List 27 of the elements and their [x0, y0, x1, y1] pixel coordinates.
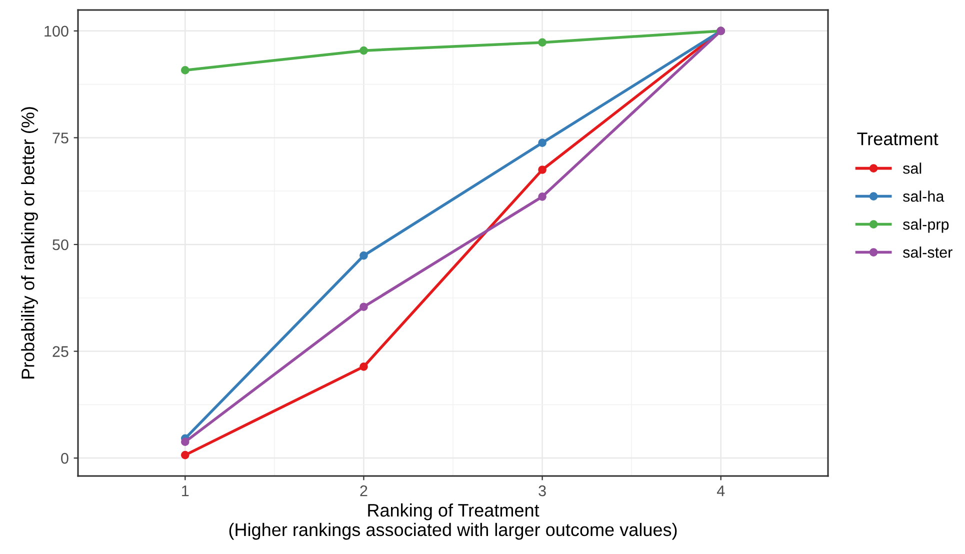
y-tick-label: 0	[61, 452, 68, 464]
legend-label: sal-ster	[903, 246, 952, 258]
point	[180, 450, 190, 460]
point	[360, 46, 368, 55]
legend-label: sal	[903, 162, 922, 174]
point	[180, 66, 190, 74]
y-axis-title: Probability of ranking or better (%)	[21, 107, 38, 378]
x-tick-label: 2	[360, 485, 368, 496]
point	[538, 38, 546, 47]
y-tick-label: 50	[52, 239, 68, 250]
x-tick-label: 4	[716, 486, 725, 496]
legend-label: sal-prp	[903, 218, 949, 233]
y-tick-label: 75	[52, 132, 68, 144]
point	[360, 362, 368, 371]
x-tick-label: 3	[538, 485, 546, 496]
point	[538, 192, 546, 201]
x-axis-title: Ranking of Treatment (Higher rankings associated with larger outcome values)	[229, 503, 677, 540]
x-tick-label: 1	[182, 486, 189, 496]
legend-title: Treatment	[857, 132, 938, 146]
point	[538, 166, 546, 174]
point	[538, 138, 546, 148]
y-tick-label: 25	[52, 346, 68, 357]
point	[180, 438, 190, 446]
point	[360, 251, 368, 260]
legend-label: sal-ha	[903, 190, 944, 202]
y-tick-label: 100	[44, 26, 68, 37]
point	[360, 302, 368, 312]
